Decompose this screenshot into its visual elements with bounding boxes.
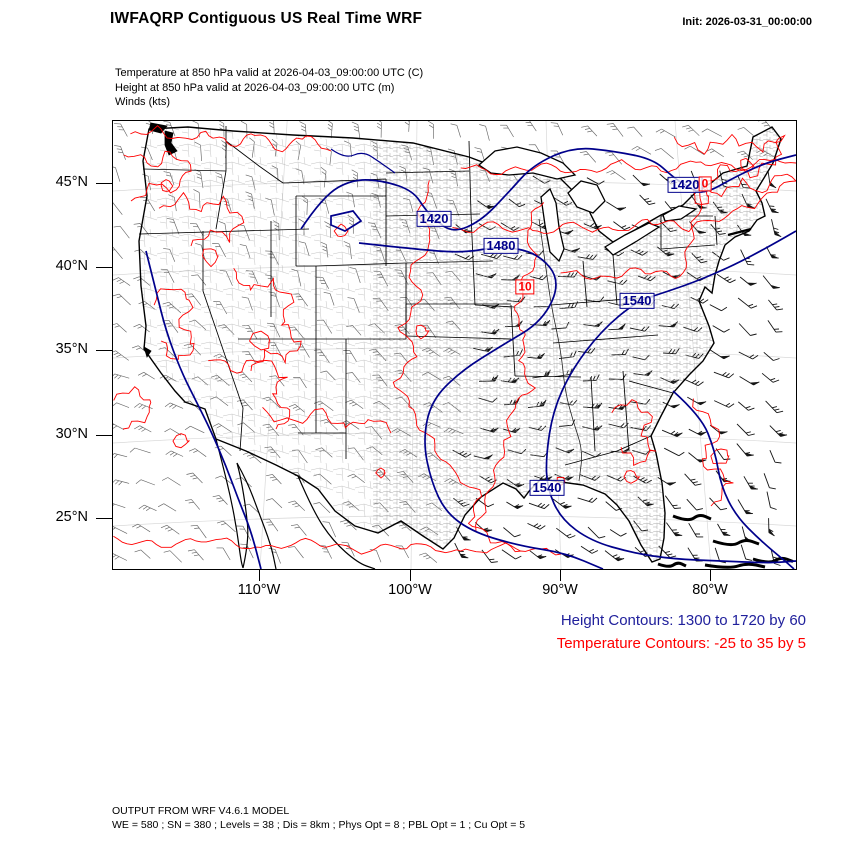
lon-label-0: 110°W	[237, 582, 281, 598]
lon-tick-2	[560, 569, 561, 581]
footer-line-2: WE = 580 ; SN = 380 ; Levels = 38 ; Dis …	[112, 818, 526, 831]
map-area: 1420 1480 1420 1540 1540 10 0	[112, 120, 797, 570]
legend-height-contours: Height Contours: 1300 to 1720 by 60	[560, 612, 806, 629]
lat-label-3: 30°N	[55, 426, 88, 442]
lat-label-0: 45°N	[55, 174, 88, 190]
wrf-map-canvas	[113, 121, 796, 569]
contour-label-height-1540: 1540	[619, 292, 655, 310]
lat-tick-3	[96, 435, 112, 436]
lat-tick-2	[96, 350, 112, 351]
contour-label-temperature-0: 0	[698, 176, 712, 192]
lat-tick-4	[96, 518, 112, 519]
field-line-winds: Winds (kts)	[115, 96, 170, 108]
contour-label-height-1420: 1420	[667, 176, 703, 194]
lon-label-2: 90°W	[542, 582, 578, 598]
lat-tick-1	[96, 267, 112, 268]
lat-label-2: 35°N	[55, 341, 88, 357]
footer-model-info: OUTPUT FROM WRF V4.6.1 MODEL WE = 580 ; …	[112, 805, 525, 832]
field-line-temperature: Temperature at 850 hPa valid at 2026-04-…	[115, 67, 424, 79]
init-timestamp: Init: 2026-03-31_00:00:00	[682, 16, 812, 28]
legend-temperature-contours: Temperature Contours: -25 to 35 by 5	[556, 635, 806, 652]
contour-label-temperature-10: 10	[515, 279, 535, 295]
contour-label-height-1540: 1540	[529, 479, 565, 497]
lon-tick-3	[710, 569, 711, 581]
lon-label-3: 80°W	[692, 582, 728, 598]
lon-tick-0	[259, 569, 260, 581]
lat-label-4: 25°N	[55, 509, 88, 525]
lon-label-1: 100°W	[388, 582, 432, 598]
footer-line-1: OUTPUT FROM WRF V4.6.1 MODEL	[112, 805, 290, 817]
lat-tick-0	[96, 183, 112, 184]
field-descriptions: Temperature at 850 hPa valid at 2026-04-…	[115, 66, 423, 110]
lat-label-1: 40°N	[55, 258, 88, 274]
contour-label-height-1480: 1480	[483, 237, 519, 255]
field-line-height: Height at 850 hPa valid at 2026-04-03_09…	[115, 81, 395, 94]
page-title: IWFAQRP Contiguous US Real Time WRF	[110, 10, 423, 27]
contour-label-height-1420: 1420	[416, 210, 452, 228]
lon-tick-1	[410, 569, 411, 581]
